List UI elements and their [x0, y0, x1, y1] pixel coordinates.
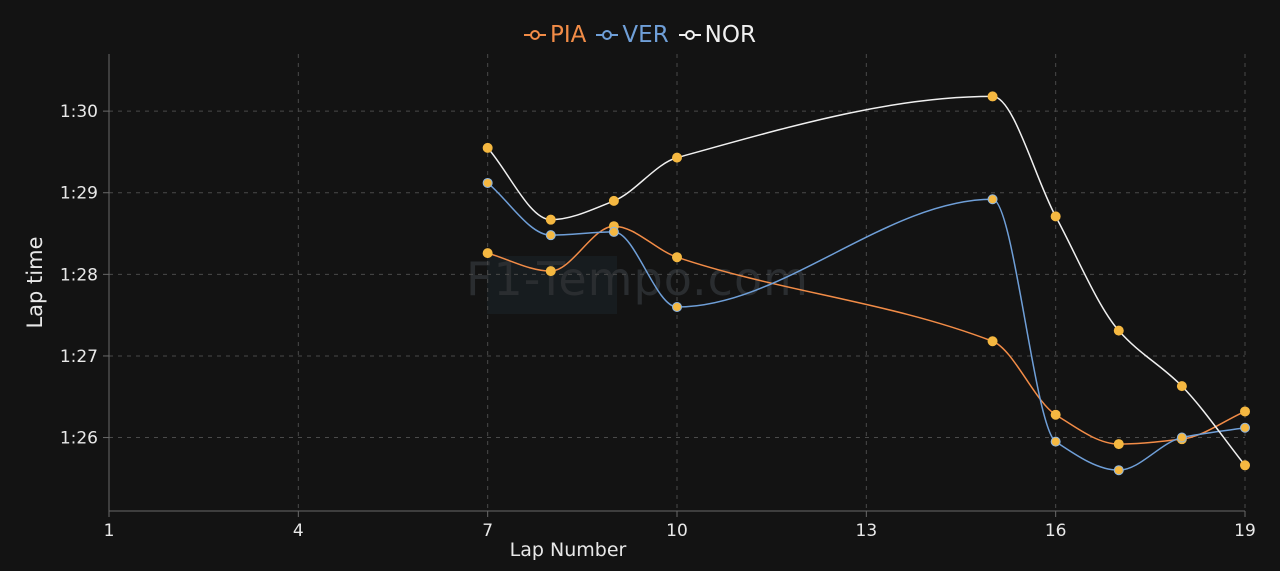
data-point-nor	[1240, 460, 1250, 471]
x-tick-label: 16	[1045, 521, 1067, 541]
data-point-nor	[1176, 381, 1187, 392]
y-tick-label: 1:29	[60, 184, 98, 204]
data-point-pia	[482, 248, 493, 259]
data-point-pia	[987, 336, 998, 347]
legend-marker-icon	[524, 28, 547, 42]
data-point-ver	[608, 226, 619, 237]
data-point-pia	[1050, 409, 1061, 420]
data-point-nor	[1050, 211, 1061, 222]
x-tick-label: 10	[666, 521, 688, 541]
y-tick-label: 1:28	[60, 265, 98, 285]
data-point-nor	[545, 214, 556, 225]
data-point-nor	[482, 142, 493, 153]
data-point-ver	[1240, 422, 1250, 433]
x-tick-label: 19	[1234, 521, 1256, 541]
legend-label: VER	[622, 22, 669, 48]
legend-marker-icon	[596, 28, 619, 42]
series-line-pia	[487, 225, 1246, 445]
data-point-pia	[1113, 439, 1124, 450]
legend-label: NOR	[704, 22, 756, 48]
legend: PIA VER NOR	[0, 22, 1280, 48]
y-tick-label: 1:27	[60, 347, 98, 367]
x-tick-label: 7	[482, 521, 493, 541]
x-tick-label: 13	[856, 521, 878, 541]
data-point-nor	[987, 91, 998, 102]
series-line-ver	[487, 182, 1246, 471]
legend-item-nor[interactable]: NOR	[678, 22, 756, 48]
watermark-box	[487, 256, 617, 314]
data-point-nor	[608, 195, 619, 206]
x-tick-label: 1	[104, 521, 115, 541]
data-point-pia	[672, 252, 682, 263]
data-point-nor	[672, 152, 682, 163]
x-axis-title: Lap Number	[510, 539, 627, 561]
y-tick-label: 1:30	[60, 102, 98, 122]
legend-marker-icon	[678, 28, 701, 42]
data-point-ver	[1050, 436, 1061, 447]
data-point-nor	[1113, 325, 1124, 336]
legend-item-ver[interactable]: VER	[596, 22, 669, 48]
legend-item-pia[interactable]: PIA	[524, 22, 586, 48]
x-tick-label: 4	[293, 521, 304, 541]
data-point-ver	[545, 230, 556, 241]
data-point-ver	[1176, 432, 1187, 443]
data-point-pia	[1240, 406, 1250, 417]
y-axis-title: Lap time	[23, 236, 47, 328]
data-point-ver	[1113, 465, 1124, 476]
legend-label: PIA	[550, 22, 587, 48]
data-point-ver	[482, 177, 493, 188]
data-point-ver	[987, 194, 998, 205]
data-point-ver	[672, 301, 682, 312]
data-point-pia	[545, 266, 556, 277]
y-tick-label: 1:26	[60, 429, 98, 449]
